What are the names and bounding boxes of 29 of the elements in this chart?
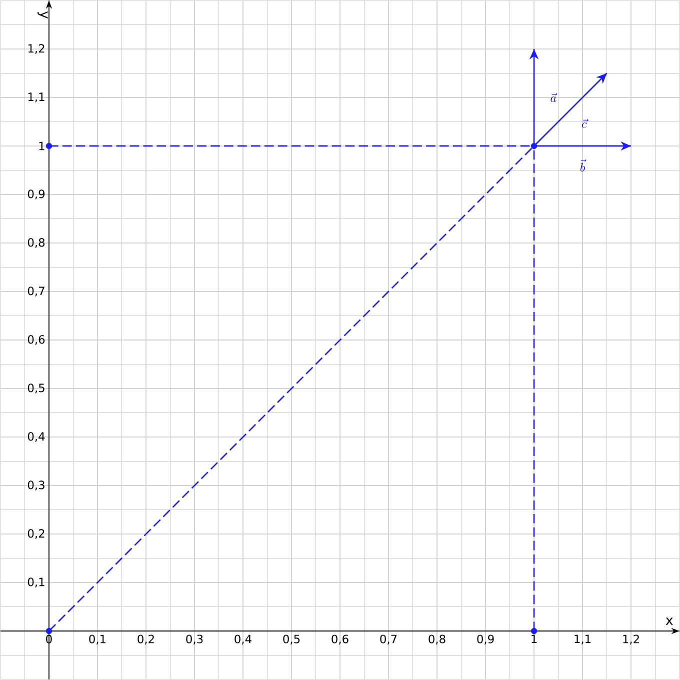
- y-tick-label: 0,7: [28, 286, 44, 296]
- x-tick-label: 1,1: [574, 634, 591, 644]
- x-tick-label: 1,2: [623, 634, 639, 644]
- x-tick-label: 1: [532, 634, 537, 643]
- y-tick-label: 0,2: [28, 529, 44, 539]
- y-tick-label: 0,1: [28, 578, 44, 588]
- x-tick-label: 0,9: [477, 634, 494, 644]
- y-tick-label: 1,2: [28, 44, 44, 54]
- y-tick-label: 1,1: [28, 92, 44, 102]
- y-axis-title: y: [38, 11, 48, 18]
- y-tick-label: 0,8: [28, 238, 45, 248]
- y-tick-label: 0,3: [28, 480, 44, 490]
- x-tick-label: 0,1: [89, 634, 106, 644]
- x-tick-label: 0,5: [283, 634, 300, 644]
- y-tick-label: 0,4: [28, 432, 45, 442]
- annotation: $\vec{b}$: [580, 159, 586, 172]
- y-tick-label: 1: [39, 142, 44, 150]
- y-tick-label: 0,9: [28, 190, 45, 200]
- x-tick-label: 0,2: [138, 634, 154, 644]
- y-tick-label: 0,6: [28, 335, 45, 345]
- x-tick-label: 0,4: [234, 634, 252, 644]
- y-tick-label: 0,5: [28, 384, 44, 394]
- x-tick-label: 0,6: [332, 634, 348, 644]
- x-tick-label: 0,7: [380, 634, 397, 644]
- annotation: $\vec{c}$: [582, 118, 588, 128]
- x-tick-label: 0,3: [186, 634, 203, 644]
- x-axis-title: x: [666, 618, 673, 625]
- annotation: $\vec{a}$: [550, 93, 558, 102]
- x-tick-label: 0,8: [428, 634, 446, 644]
